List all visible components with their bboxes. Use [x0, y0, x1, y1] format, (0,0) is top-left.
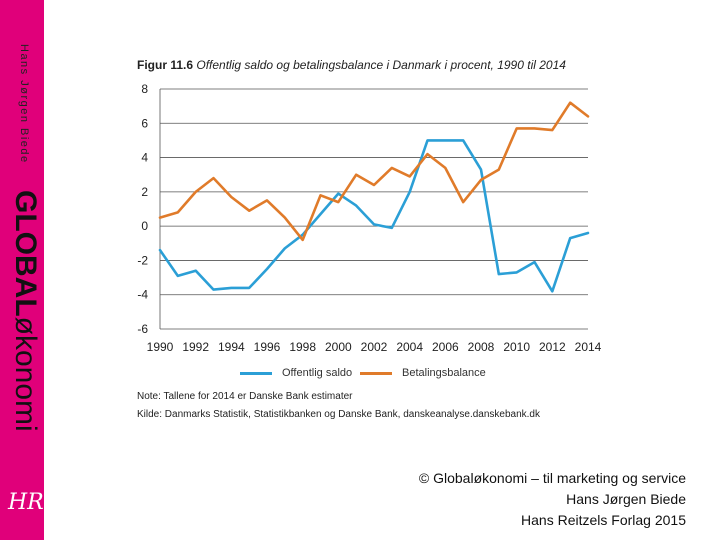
y-tick-label: 0: [141, 219, 148, 233]
x-axis-tick-labels: 1990 1992 1994 1996 1998 2000 2002 2004 2006 2008…: [147, 340, 602, 354]
x-tick-label: 1990: [147, 340, 174, 354]
x-tick-label: 2014: [575, 340, 602, 354]
chart-grid: [159, 88, 588, 330]
y-tick-label: -4: [137, 288, 148, 302]
figure-title: Figur 11.6 Offentlig saldo og betalingsb…: [137, 58, 566, 72]
y-tick-label: -2: [137, 253, 148, 267]
copyright-publisher: Hans Reitzels Forlag 2015: [521, 512, 686, 528]
x-tick-label: 2004: [396, 340, 423, 354]
x-tick-label: 2010: [503, 340, 530, 354]
chart-legend: Offentlig saldo Betalingsbalance: [0, 367, 720, 383]
x-tick-label: 2008: [468, 340, 495, 354]
legend-item-betalingsbalance: Betalingsbalance: [360, 367, 486, 379]
chart-source: Kilde: Danmarks Statistik, Statistikbank…: [137, 409, 540, 420]
publisher-logo-icon: HR: [8, 490, 44, 515]
sidebar: Hans Jørgen Biede GLOBALøkonomi HR: [0, 0, 44, 540]
legend-label-offentlig-saldo: Offentlig saldo: [282, 367, 353, 379]
x-tick-label: 1998: [289, 340, 316, 354]
legend-swatch-offentlig-saldo: [240, 371, 272, 375]
copyright-line-1: © Globaløkonomi – til marketing og servi…: [418, 470, 686, 486]
legend-item-offentlig-saldo: Offentlig saldo: [240, 367, 352, 379]
legend-swatch-betalingsbalance: [360, 371, 392, 375]
copyright-block: © Globaløkonomi – til marketing og servi…: [419, 468, 686, 531]
x-tick-label: 2012: [539, 340, 566, 354]
y-tick-label: 6: [141, 116, 148, 130]
x-tick-label: 2002: [361, 340, 388, 354]
x-tick-label: 1996: [254, 340, 281, 354]
chart-note: Note: Tallene for 2014 er Danske Bank es…: [137, 391, 353, 402]
series-line-offentlig-saldo: [158, 139, 590, 293]
chart-series-lines: [158, 101, 590, 293]
y-tick-label: 8: [141, 82, 148, 96]
figure-title-text: Offentlig saldo og betalingsbalance i Da…: [196, 58, 566, 72]
y-tick-label: -6: [137, 322, 148, 336]
x-tick-label: 1994: [218, 340, 245, 354]
y-tick-label: 2: [141, 185, 148, 199]
series-line-betalingsbalance: [158, 101, 590, 242]
x-tick-label: 2000: [325, 340, 352, 354]
copyright-author: Hans Jørgen Biede: [566, 491, 686, 507]
figure-number: Figur 11.6: [137, 58, 194, 72]
y-axis-tick-labels: 8 6 4 2 0 -2 -4 -6: [137, 82, 148, 336]
x-tick-label: 2006: [432, 340, 459, 354]
x-tick-label: 1992: [182, 340, 209, 354]
y-tick-label: 4: [141, 151, 148, 165]
legend-label-betalingsbalance: Betalingsbalance: [402, 367, 486, 379]
